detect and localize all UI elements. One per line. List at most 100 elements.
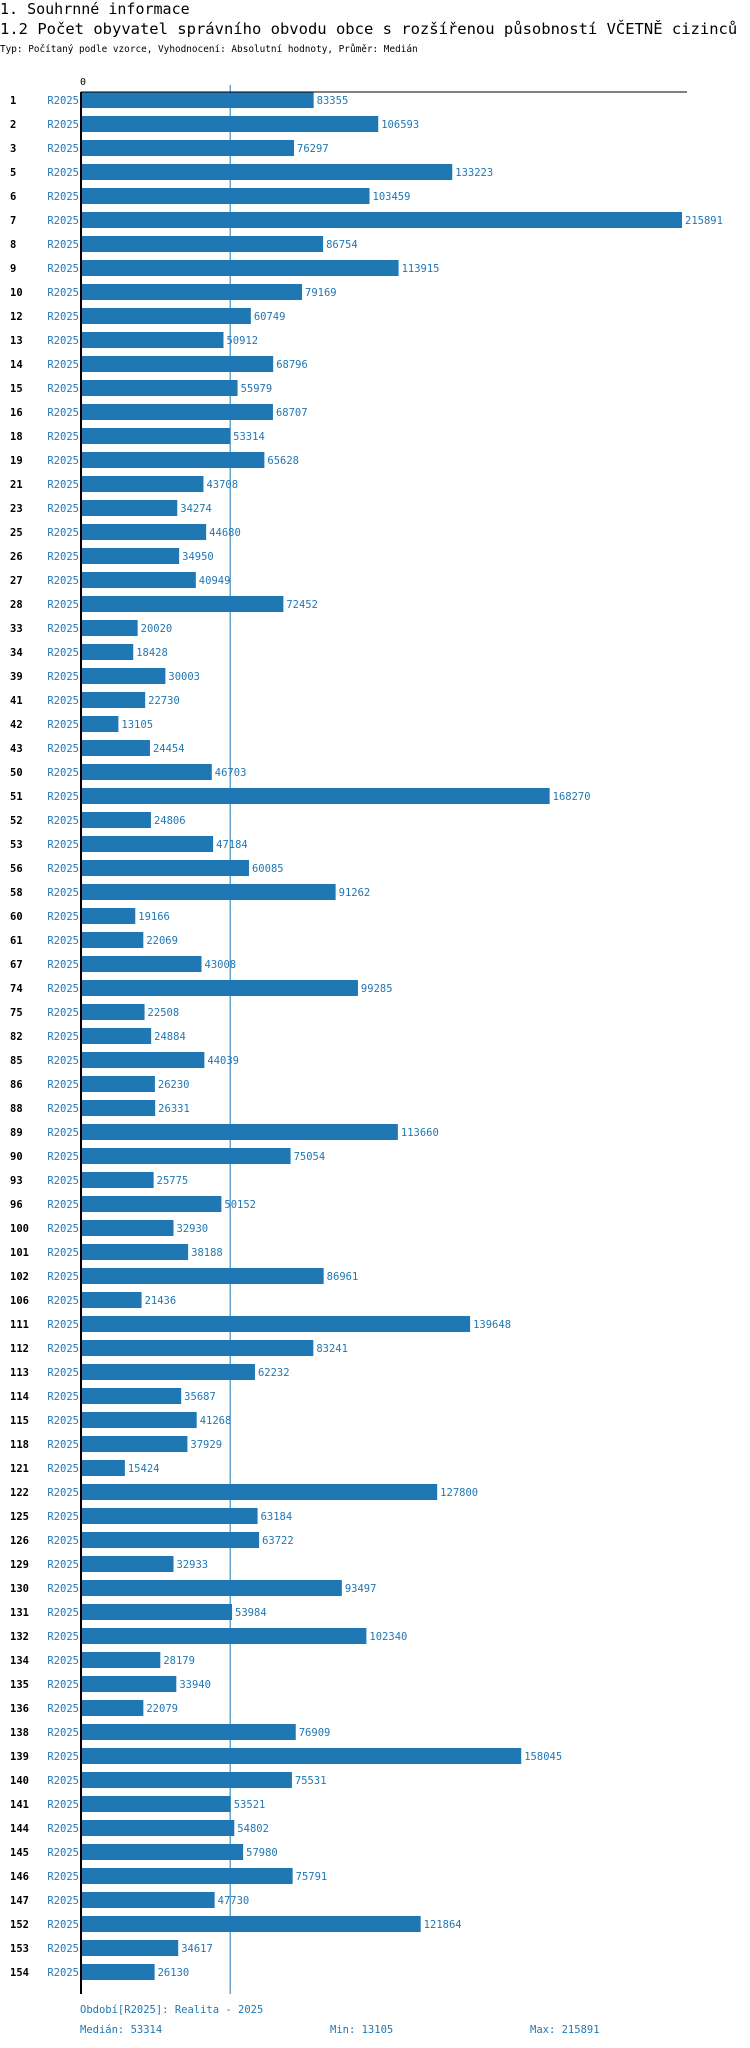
series-label: R2025 — [47, 911, 79, 923]
bar — [82, 668, 166, 684]
bar — [82, 140, 295, 156]
category-label: 140 — [10, 1775, 29, 1787]
value-label: 83241 — [316, 1343, 348, 1355]
category-label: 135 — [10, 1679, 29, 1691]
bar — [82, 452, 265, 468]
category-label: 153 — [10, 1943, 29, 1955]
value-label: 86754 — [326, 239, 358, 251]
value-label: 103459 — [373, 191, 411, 203]
category-label: 67 — [10, 959, 23, 971]
category-label: 5 — [10, 167, 16, 179]
value-label: 18428 — [136, 647, 168, 659]
series-label: R2025 — [47, 239, 79, 251]
series-label: R2025 — [47, 1367, 79, 1379]
footer-median: Medián: 53314 — [80, 2024, 163, 2036]
bar — [82, 1220, 174, 1236]
value-label: 19166 — [138, 911, 170, 923]
bar — [82, 1700, 144, 1716]
bar — [82, 428, 231, 444]
value-label: 50152 — [224, 1199, 256, 1211]
bar — [82, 716, 119, 732]
category-label: 96 — [10, 1199, 23, 1211]
value-label: 30003 — [168, 671, 200, 683]
value-label: 22730 — [148, 695, 180, 707]
category-label: 75 — [10, 1007, 23, 1019]
category-label: 26 — [10, 551, 23, 563]
bar — [82, 1772, 292, 1788]
value-label: 121864 — [424, 1919, 462, 1931]
value-label: 24454 — [153, 743, 185, 755]
bar — [82, 1124, 398, 1140]
bar — [82, 812, 151, 828]
category-label: 9 — [10, 263, 16, 275]
bar — [82, 1580, 342, 1596]
series-label: R2025 — [47, 287, 79, 299]
series-label: R2025 — [47, 1199, 79, 1211]
bar — [82, 404, 273, 420]
bar — [82, 1148, 291, 1164]
category-label: 39 — [10, 671, 23, 683]
bar — [82, 164, 453, 180]
bar — [82, 548, 180, 564]
series-label: R2025 — [47, 95, 79, 107]
value-label: 37929 — [190, 1439, 222, 1451]
series-label: R2025 — [47, 839, 79, 851]
category-label: 16 — [10, 407, 23, 419]
value-label: 93497 — [345, 1583, 377, 1595]
series-label: R2025 — [47, 1415, 79, 1427]
value-label: 139648 — [473, 1319, 511, 1331]
bar — [82, 1628, 367, 1644]
bar — [82, 476, 204, 492]
value-label: 79169 — [305, 287, 337, 299]
bar — [82, 980, 358, 996]
series-label: R2025 — [47, 263, 79, 275]
category-label: 134 — [10, 1655, 29, 1667]
category-label: 28 — [10, 599, 23, 611]
category-label: 101 — [10, 1247, 29, 1259]
value-label: 63184 — [261, 1511, 293, 1523]
category-label: 21 — [10, 479, 23, 491]
series-label: R2025 — [47, 767, 79, 779]
series-label: R2025 — [47, 1607, 79, 1619]
footer-max: Max: 215891 — [530, 2024, 600, 2036]
value-label: 62232 — [258, 1367, 290, 1379]
value-label: 24884 — [154, 1031, 186, 1043]
series-label: R2025 — [47, 1943, 79, 1955]
category-label: 6 — [10, 191, 16, 203]
series-label: R2025 — [47, 815, 79, 827]
value-label: 133223 — [455, 167, 493, 179]
category-label: 12 — [10, 311, 23, 323]
value-label: 47184 — [216, 839, 248, 851]
category-label: 86 — [10, 1079, 23, 1091]
category-label: 139 — [10, 1751, 29, 1763]
bar — [82, 188, 370, 204]
bar — [82, 1892, 215, 1908]
value-label: 32930 — [177, 1223, 209, 1235]
value-label: 168270 — [553, 791, 591, 803]
series-label: R2025 — [47, 1247, 79, 1259]
series-label: R2025 — [47, 215, 79, 227]
series-label: R2025 — [47, 527, 79, 539]
bar — [82, 1388, 182, 1404]
category-label: 82 — [10, 1031, 23, 1043]
chart-subtitle: Typ: Počítaný podle vzorce, Vyhodnocení:… — [0, 44, 418, 55]
category-label: 1 — [10, 95, 16, 107]
series-label: R2025 — [47, 1319, 79, 1331]
series-label: R2025 — [47, 1823, 79, 1835]
category-label: 113 — [10, 1367, 29, 1379]
series-label: R2025 — [47, 119, 79, 131]
series-label: R2025 — [47, 359, 79, 371]
bar — [82, 1364, 255, 1380]
series-label: R2025 — [47, 1343, 79, 1355]
value-label: 76909 — [299, 1727, 331, 1739]
category-label: 147 — [10, 1895, 29, 1907]
category-label: 2 — [10, 119, 16, 131]
series-label: R2025 — [47, 1463, 79, 1475]
series-label: R2025 — [47, 1439, 79, 1451]
category-label: 50 — [10, 767, 23, 779]
value-label: 63722 — [262, 1535, 294, 1547]
series-label: R2025 — [47, 1391, 79, 1403]
bar — [82, 1676, 177, 1692]
value-label: 53984 — [235, 1607, 267, 1619]
series-label: R2025 — [47, 1967, 79, 1979]
